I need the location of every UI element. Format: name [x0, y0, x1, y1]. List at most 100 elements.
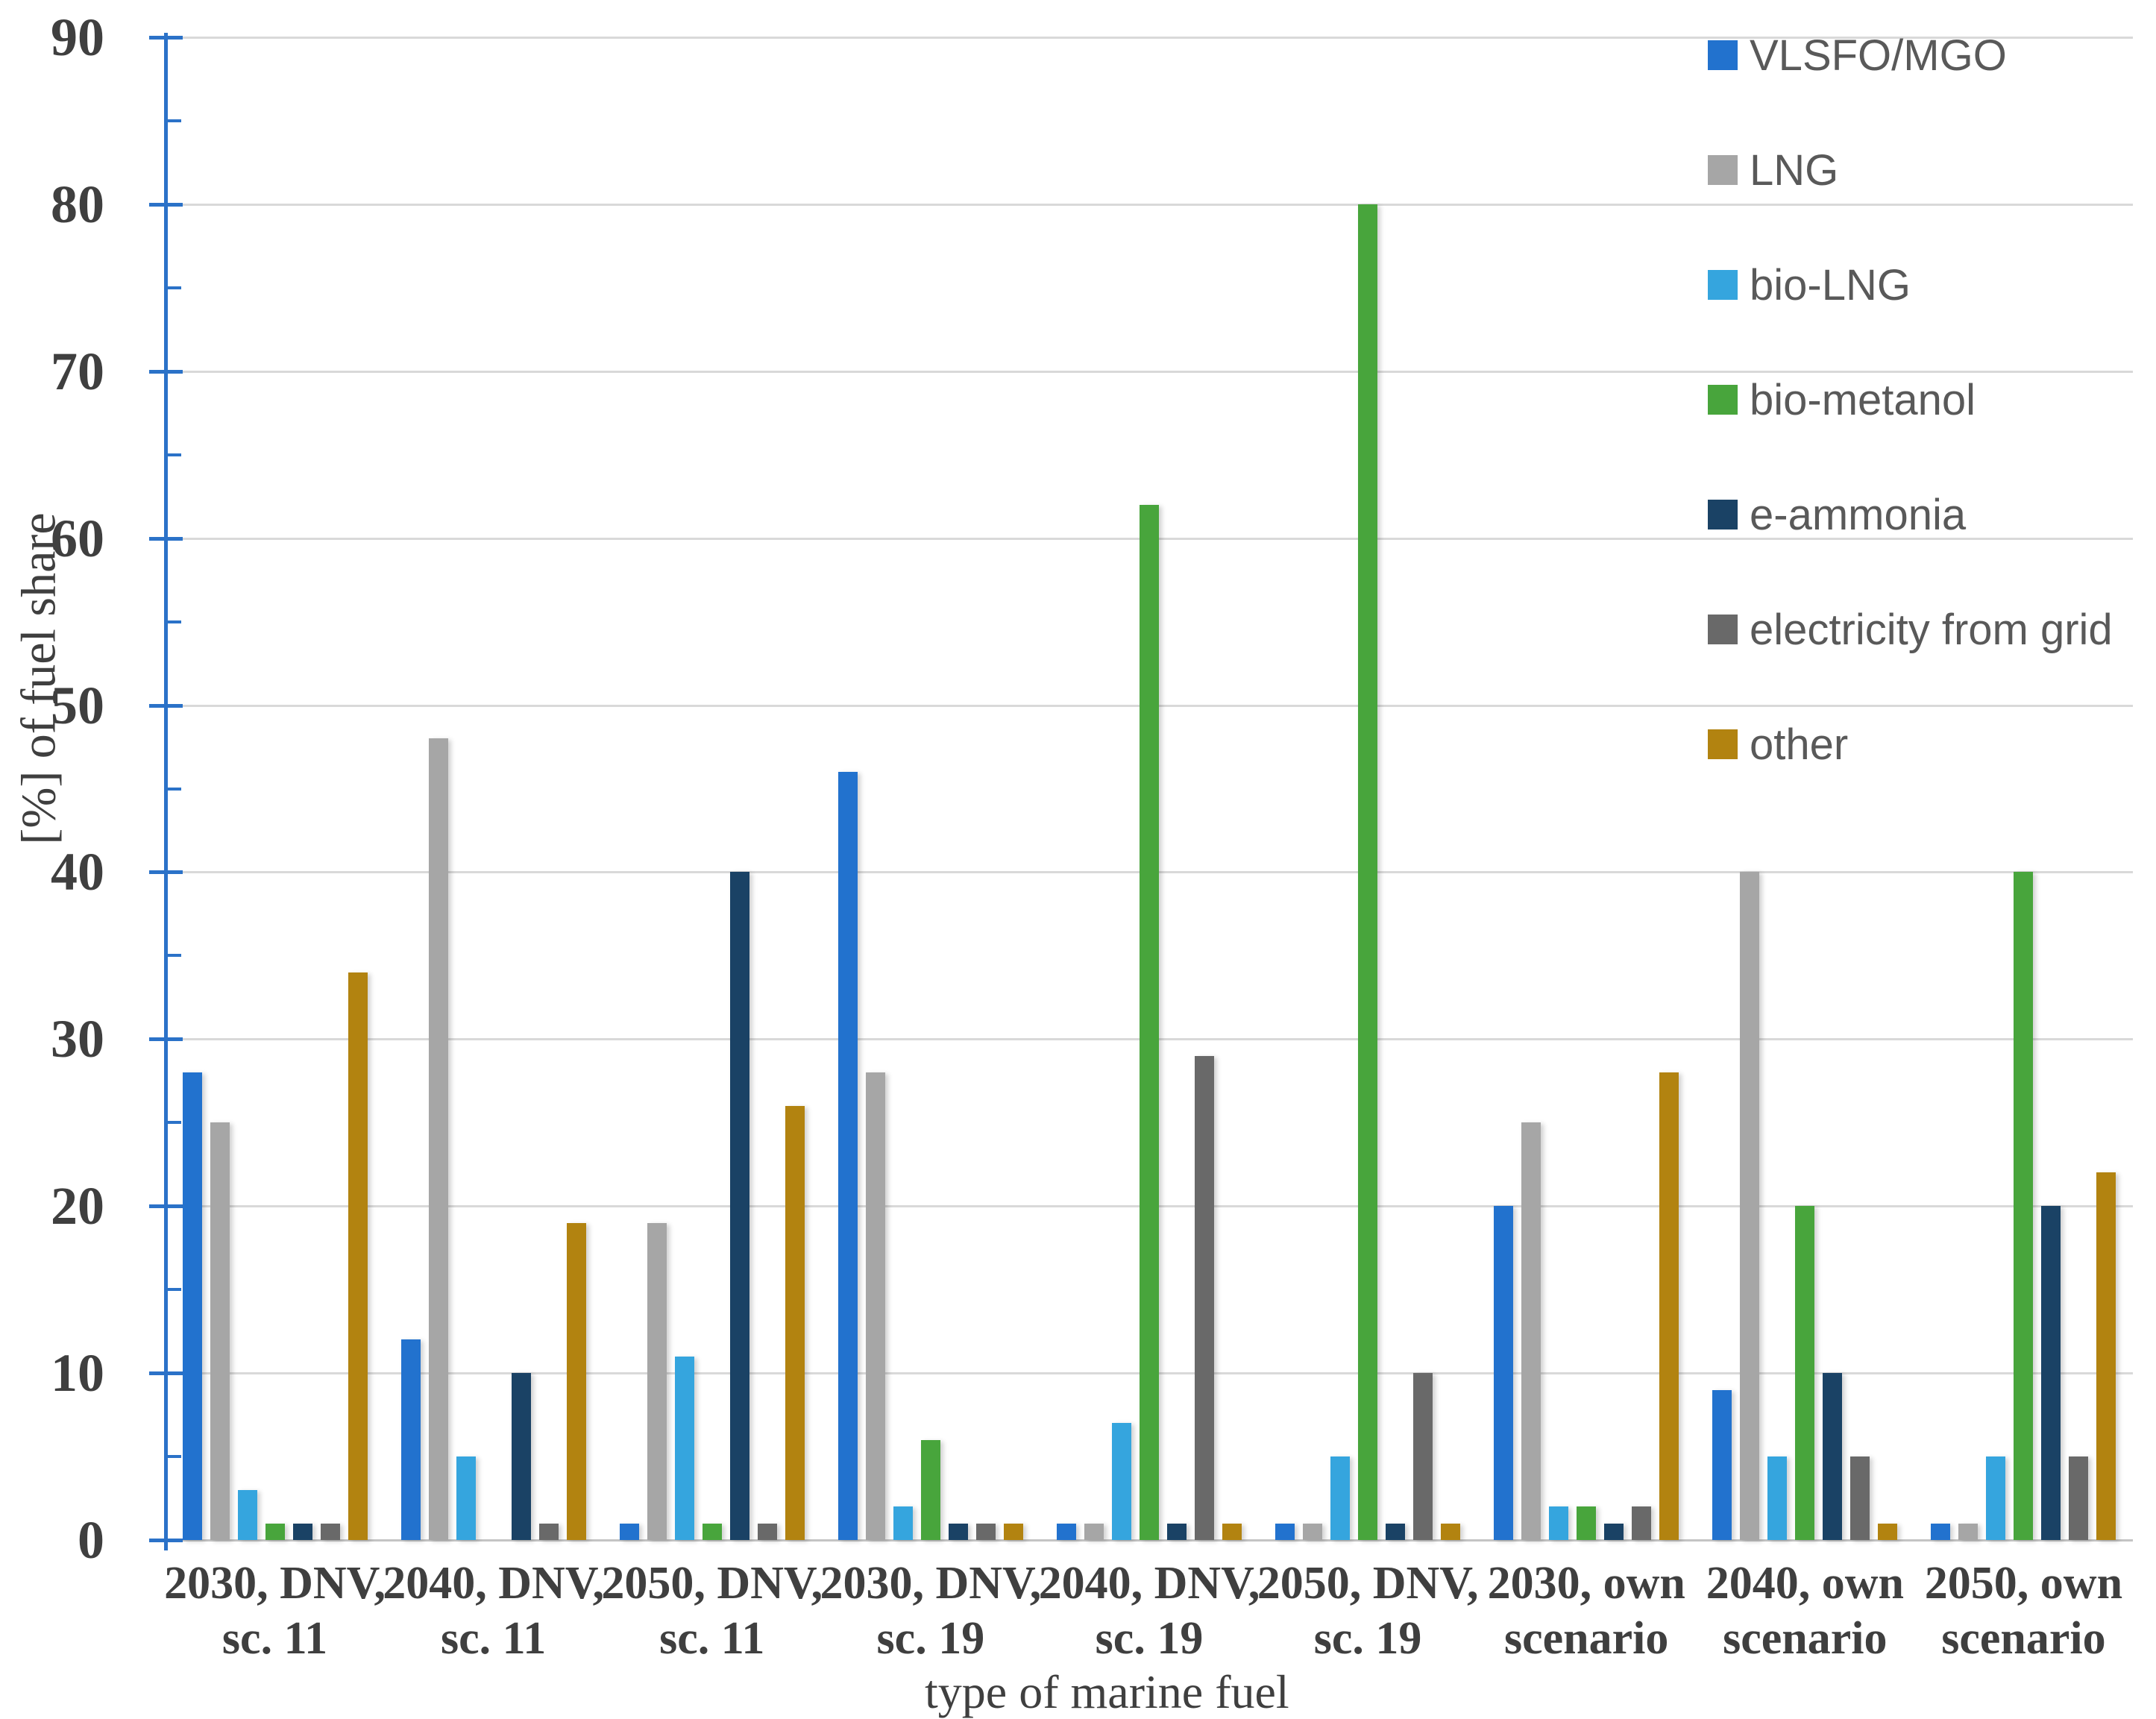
y-tick-label-80: 80	[51, 174, 104, 234]
y-tick-label-70: 70	[51, 341, 104, 401]
bar-electricity-from-grid-cat6	[1413, 1373, 1433, 1540]
x-tick-label-9-line2: scenario	[1941, 1613, 2106, 1664]
y-axis-line	[164, 33, 168, 1550]
bar-bio-metanol-cat5	[1140, 504, 1159, 1540]
bar-VLSFO/MGO-cat8	[1712, 1389, 1732, 1540]
bar-LNG-cat1	[210, 1122, 230, 1540]
bar-VLSFO/MGO-cat4	[837, 772, 858, 1540]
bar-VLSFO/MGO-cat6	[1275, 1523, 1295, 1540]
bar-bio-LNG-cat7	[1549, 1506, 1569, 1540]
y-major-tick-70	[149, 369, 183, 374]
legend-item-electricity-from-grid: electricity from grid	[1708, 603, 2113, 656]
bar-e-ammonia-cat8	[1823, 1373, 1843, 1540]
y-minor-tick-75	[168, 286, 181, 289]
bar-VLSFO/MGO-cat7	[1494, 1206, 1514, 1540]
x-tick-label-5-line1: 2040, DNV,	[1038, 1558, 1260, 1609]
bar-bio-metanol-cat1	[265, 1523, 285, 1540]
x-tick-label-6-line1: 2050, DNV,	[1257, 1558, 1479, 1609]
bar-electricity-from-grid-cat1	[320, 1523, 340, 1540]
legend-item-other: other	[1708, 717, 1848, 771]
y-minor-tick-65	[168, 453, 181, 456]
bar-e-ammonia-cat5	[1167, 1523, 1187, 1540]
y-tick-label-90: 90	[51, 7, 104, 67]
x-tick-label-5-line2: sc. 19	[1095, 1613, 1204, 1664]
bar-VLSFO/MGO-cat9	[1931, 1523, 1951, 1540]
bar-electricity-from-grid-cat4	[975, 1523, 996, 1540]
y-tick-label-10: 10	[51, 1343, 104, 1404]
bar-LNG-cat9	[1958, 1523, 1979, 1540]
y-tick-label-60: 60	[51, 508, 104, 568]
y-minor-tick-45	[168, 787, 181, 791]
bar-other-cat4	[1003, 1523, 1023, 1540]
y-major-tick-30	[149, 1037, 183, 1042]
y-major-tick-40	[149, 870, 183, 875]
x-tick-label-3-line2: sc. 11	[659, 1613, 765, 1664]
bar-other-cat1	[348, 972, 368, 1540]
x-axis-line	[166, 1539, 2133, 1542]
bar-bio-metanol-cat3	[702, 1523, 722, 1540]
y-minor-tick-25	[168, 1121, 181, 1125]
y-major-tick-90	[149, 36, 183, 40]
bar-electricity-from-grid-cat5	[1195, 1055, 1214, 1540]
bar-electricity-from-grid-cat3	[757, 1523, 777, 1540]
legend-label-VLSFO/MGO: VLSFO/MGO	[1750, 31, 2007, 80]
y-major-tick-0	[149, 1539, 183, 1542]
bar-VLSFO/MGO-cat5	[1057, 1523, 1076, 1540]
gridline-y-80	[166, 203, 2133, 206]
x-tick-label-7-line1: 2030, own	[1487, 1558, 1685, 1609]
y-minor-tick-85	[168, 119, 181, 122]
x-tick-label-2-line1: 2040, DNV,	[383, 1558, 605, 1609]
x-tick-label-8-line1: 2040, own	[1706, 1558, 1904, 1609]
legend-label-bio-LNG: bio-LNG	[1750, 260, 1911, 309]
y-major-tick-50	[149, 703, 183, 708]
legend-swatch-LNG	[1708, 155, 1738, 185]
bar-other-cat7	[1659, 1072, 1679, 1540]
x-tick-label-9-line1: 2050, own	[1924, 1558, 2123, 1609]
x-axis-title: type of marine fuel	[925, 1665, 1289, 1718]
y-tick-label-50: 50	[51, 675, 104, 735]
bar-bio-metanol-cat9	[2014, 872, 2034, 1540]
bar-bio-LNG-cat3	[674, 1356, 694, 1540]
legend-item-e-ammonia: e-ammonia	[1708, 488, 1966, 541]
legend-swatch-e-ammonia	[1708, 500, 1738, 529]
legend-swatch-bio-metanol	[1708, 385, 1738, 415]
legend-label-electricity-from-grid: electricity from grid	[1750, 605, 2113, 654]
legend-item-bio-metanol: bio-metanol	[1708, 373, 1976, 427]
bar-other-cat5	[1222, 1523, 1242, 1540]
x-tick-label-1-line2: sc. 11	[221, 1613, 328, 1664]
x-tick-label-4-line1: 2030, DNV,	[820, 1558, 1042, 1609]
bar-LNG-cat6	[1303, 1523, 1323, 1540]
legend-item-bio-LNG: bio-LNG	[1708, 258, 1911, 312]
bar-VLSFO/MGO-cat3	[619, 1523, 639, 1540]
bar-other-cat9	[2096, 1172, 2116, 1540]
bar-bio-LNG-cat1	[237, 1489, 257, 1540]
bar-bio-LNG-cat9	[1986, 1456, 2006, 1540]
x-tick-label-6-line2: sc. 19	[1313, 1613, 1422, 1664]
bar-bio-LNG-cat6	[1330, 1456, 1351, 1540]
bar-VLSFO/MGO-cat2	[400, 1339, 421, 1540]
bar-bio-LNG-cat5	[1112, 1423, 1131, 1540]
bar-bio-metanol-cat6	[1358, 204, 1378, 1540]
y-minor-tick-15	[168, 1288, 181, 1292]
legend-label-bio-metanol: bio-metanol	[1750, 375, 1976, 424]
y-major-tick-10	[149, 1371, 183, 1376]
legend-swatch-other	[1708, 729, 1738, 759]
bar-bio-LNG-cat8	[1767, 1456, 1788, 1540]
y-minor-tick-35	[168, 954, 181, 958]
bar-other-cat8	[1878, 1523, 1898, 1540]
bar-other-cat2	[566, 1222, 586, 1540]
x-tick-label-7-line2: scenario	[1504, 1613, 1669, 1664]
bar-VLSFO/MGO-cat1	[182, 1072, 202, 1540]
bar-bio-metanol-cat4	[920, 1439, 940, 1540]
bar-bio-LNG-cat4	[893, 1506, 913, 1540]
y-minor-tick-5	[168, 1455, 181, 1459]
bar-other-cat3	[785, 1105, 805, 1540]
bar-e-ammonia-cat4	[948, 1523, 968, 1540]
x-tick-label-2-line2: sc. 11	[441, 1613, 547, 1664]
legend-label-LNG: LNG	[1750, 145, 1839, 195]
bar-electricity-from-grid-cat9	[2069, 1456, 2089, 1540]
bar-e-ammonia-cat1	[292, 1523, 312, 1540]
y-tick-label-0: 0	[78, 1510, 104, 1570]
